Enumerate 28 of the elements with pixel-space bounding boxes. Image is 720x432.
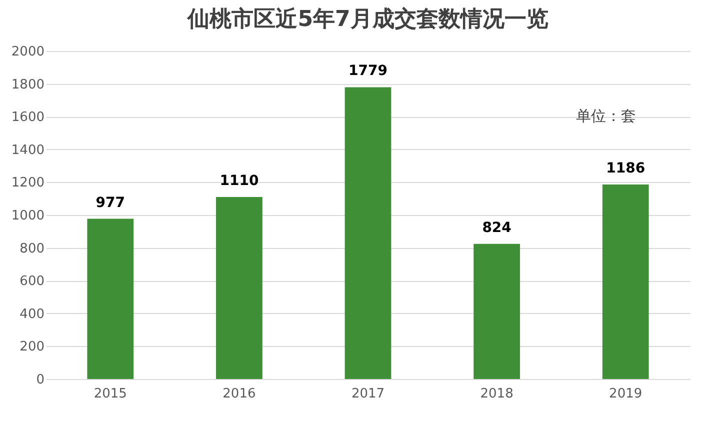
- y-tick-label: 1400: [11, 142, 44, 158]
- y-tick-label: 1000: [11, 208, 44, 224]
- data-label: 977: [96, 194, 126, 211]
- bar: [344, 87, 392, 379]
- bar: [602, 184, 649, 379]
- data-label: 1186: [606, 160, 646, 176]
- y-tick-label: 1800: [11, 77, 44, 92]
- y-tick-label: 2000: [11, 44, 44, 60]
- y-tick-label: 1600: [11, 110, 44, 126]
- y-tick-label: 600: [20, 274, 44, 290]
- y-tick-label: 200: [20, 340, 44, 355]
- bar: [216, 196, 262, 379]
- y-tick-label: 0: [36, 372, 44, 388]
- x-tick-label: 2018: [480, 386, 514, 402]
- y-tick-label: 400: [20, 306, 44, 322]
- bar: [87, 218, 134, 379]
- x-tick-label: 2019: [609, 386, 642, 402]
- x-tick-label: 2017: [351, 386, 385, 402]
- x-tick-label: 2015: [94, 386, 127, 402]
- chart-title: 仙桃市区近5年7月成交套数情况一览: [186, 6, 548, 32]
- x-tick-label: 2016: [222, 386, 256, 402]
- annotation: 单位：套: [576, 107, 636, 125]
- data-label: 1779: [348, 63, 388, 80]
- y-tick-label: 800: [20, 241, 44, 256]
- y-tick-label: 1200: [11, 176, 44, 191]
- data-label: 824: [482, 220, 512, 236]
- data-label: 1110: [220, 172, 259, 189]
- bar: [474, 244, 520, 379]
